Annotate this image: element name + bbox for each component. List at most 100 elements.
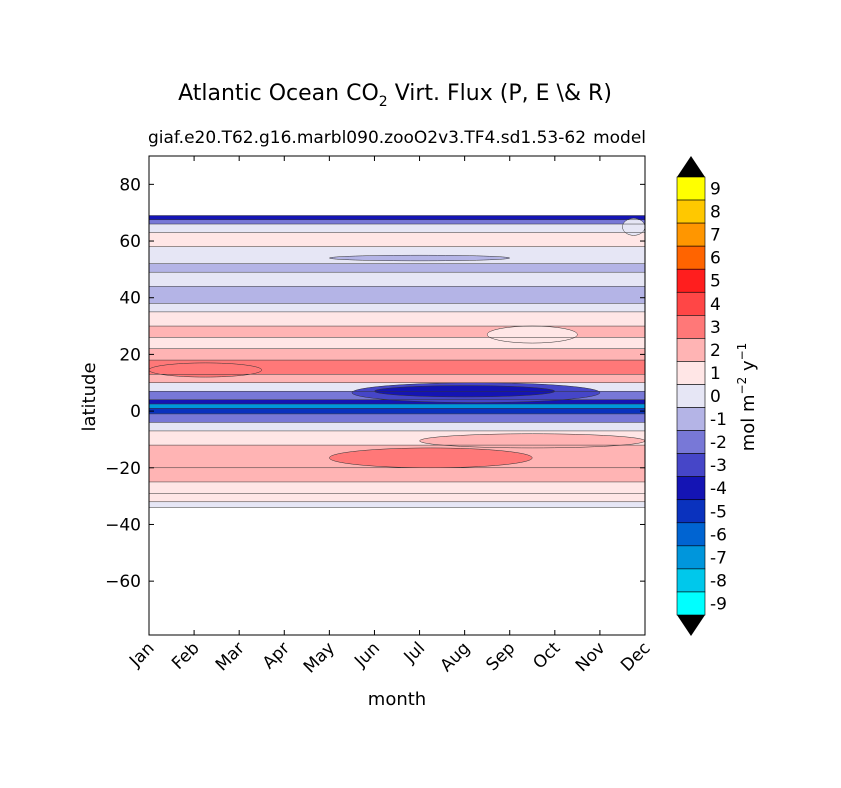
- x-tick-label-2: Mar: [212, 638, 249, 675]
- colorbar-label-10: -1: [710, 410, 727, 430]
- colorbar-swatch-1: [676, 199, 706, 224]
- colorbar-swatch-0: [676, 176, 706, 201]
- colorbar-label-15: -6: [710, 525, 727, 545]
- contour-blob-4: [622, 218, 646, 236]
- chart-subtitle-right: model: [593, 128, 646, 148]
- x-tick-label-1: Feb: [168, 638, 203, 673]
- colorbar-label-12: -3: [710, 456, 727, 476]
- x-axis-label: month: [368, 689, 426, 710]
- colorbar-label-1: 8: [710, 203, 721, 223]
- contour-band-18: [149, 404, 645, 409]
- colorbar-label-8: 1: [710, 364, 721, 384]
- colorbar-swatch-5: [676, 291, 706, 316]
- contour-band-6: [149, 272, 645, 287]
- colorbar-swatch-18: [676, 591, 706, 616]
- contour-band-21: [149, 422, 645, 431]
- colorbar-extend-bottom: [677, 615, 705, 636]
- colorbar-label-6: 3: [710, 318, 721, 338]
- contour-band-12: [149, 348, 645, 361]
- colorbar-swatch-2: [676, 222, 706, 247]
- colorbar-label-7: 2: [710, 341, 721, 361]
- contour-blob-5: [486, 325, 578, 344]
- chart-subtitle-left: giaf.e20.T62.g16.marbl090.zooO2v3.TF4.sd…: [148, 128, 586, 148]
- colorbar-swatch-10: [676, 407, 706, 431]
- colorbar-swatch-11: [676, 430, 706, 454]
- colorbar-label-14: -5: [710, 502, 727, 522]
- colorbar-label-13: -4: [710, 479, 727, 499]
- colorbar-swatch-3: [676, 245, 706, 270]
- contour-band-0: [149, 215, 645, 220]
- x-tick-label-4: May: [300, 638, 339, 677]
- x-tick-label-9: Oct: [529, 638, 564, 673]
- colorbar-extend-top: [677, 156, 705, 177]
- y-tick-label-3: 20: [119, 345, 141, 365]
- x-tick-label-5: Jun: [350, 638, 384, 672]
- chart-title: Atlantic Ocean CO2 Virt. Flux (P, E \& R…: [178, 81, 612, 110]
- colorbar-swatch-14: [676, 499, 706, 524]
- contour-blob-7: [419, 433, 646, 449]
- contour-band-14: [149, 374, 645, 383]
- contour-band-8: [149, 303, 645, 312]
- colorbar-swatch-4: [676, 268, 706, 293]
- colorbar-label-3: 6: [710, 249, 721, 269]
- colorbar-swatch-8: [676, 361, 706, 385]
- colorbar-label: mol m−2 y−1: [735, 343, 759, 452]
- contour-band-24: [149, 467, 645, 482]
- contour-blob-6: [329, 254, 510, 262]
- contour-fill: [148, 215, 646, 508]
- contour-band-13: [149, 360, 645, 375]
- contour-band-27: [149, 501, 645, 508]
- y-tick-label-6: −40: [105, 515, 141, 535]
- colorbar-label-11: -2: [710, 433, 727, 453]
- y-tick-label-5: −20: [105, 459, 141, 479]
- y-tick-label-4: 0: [130, 402, 141, 422]
- y-axis: 80 60 40 20 0 −20 −40 −60: [105, 175, 645, 592]
- colorbar-label-16: -7: [710, 548, 727, 568]
- contour-band-3: [149, 232, 645, 247]
- colorbar-label-2: 7: [710, 226, 721, 246]
- contour-band-2: [149, 224, 645, 233]
- colorbar-swatch-9: [676, 384, 706, 408]
- contour-band-26: [149, 493, 645, 502]
- y-tick-label-7: −60: [105, 572, 141, 592]
- x-tick-label-11: Dec: [617, 638, 654, 675]
- contour-band-10: [149, 326, 645, 338]
- y-tick-label-1: 60: [119, 232, 141, 252]
- x-tick-label-7: Aug: [437, 638, 475, 676]
- y-tick-label-2: 40: [119, 289, 141, 309]
- colorbar-label-9: 0: [710, 387, 721, 407]
- contour-band-25: [149, 481, 645, 494]
- contour-lines: [149, 215, 645, 508]
- x-tick-label-0: Jan: [125, 638, 158, 671]
- y-tick-label-0: 80: [119, 175, 141, 195]
- colorbar-swatch-15: [676, 522, 706, 547]
- plot-frame: [148, 155, 646, 636]
- colorbar-swatch-7: [676, 338, 706, 362]
- contour-band-20: [149, 413, 645, 423]
- colorbar-label-17: -8: [710, 571, 727, 591]
- colorbar-swatch-16: [676, 545, 706, 570]
- contour-band-7: [149, 286, 645, 304]
- colorbar-swatch-17: [676, 568, 706, 593]
- y-axis-label: latitude: [79, 362, 100, 431]
- contour-band-11: [149, 337, 645, 349]
- contour-band-9: [149, 311, 645, 327]
- colorbar-label-0: 9: [710, 180, 721, 200]
- x-tick-label-8: Sep: [482, 638, 519, 675]
- contour-band-5: [149, 263, 645, 273]
- colorbar-swatch-6: [676, 315, 706, 339]
- contour-band-19: [149, 408, 645, 414]
- colorbar-swatch-13: [676, 476, 706, 501]
- contour-band-1: [149, 219, 645, 225]
- colorbar-label-5: 4: [710, 295, 721, 315]
- colorbar-label-4: 5: [710, 272, 721, 292]
- contour-band-17: [149, 399, 645, 405]
- contour-blob-0: [148, 362, 262, 378]
- x-tick-label-6: Jul: [400, 638, 429, 667]
- colorbar-swatch-12: [676, 453, 706, 477]
- colorbar: 9 8 7 6 5 4 3 2 1 0 -1 -2 -3 -4 -5 -6 -7 -8 -9: [676, 156, 727, 636]
- contour-blob-3: [329, 447, 533, 469]
- colorbar-label-18: -9: [710, 594, 727, 614]
- x-tick-label-3: Apr: [259, 638, 294, 673]
